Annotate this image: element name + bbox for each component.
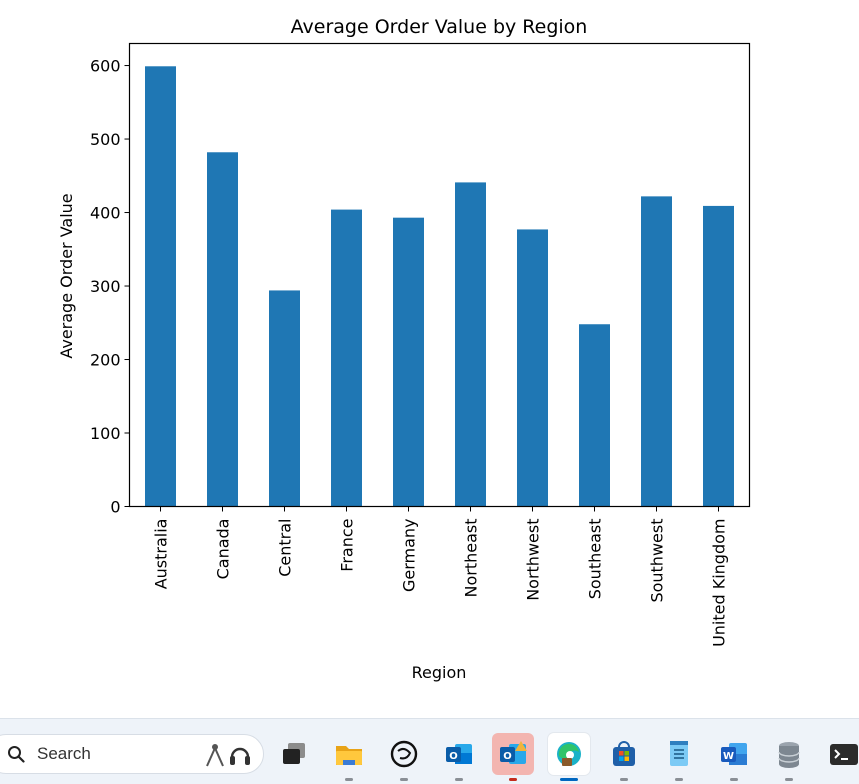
taskbar-app-terminal[interactable]	[822, 733, 859, 775]
taskbar-app-word[interactable]: W	[713, 733, 755, 781]
terminal-icon	[830, 744, 858, 765]
bar-southeast	[579, 324, 610, 507]
running-indicator	[675, 778, 683, 781]
active-indicator	[560, 778, 578, 781]
taskbar-app-outlook-classic[interactable]: O	[492, 733, 534, 781]
x-tick-label: United Kingdom	[710, 519, 729, 647]
running-indicator	[400, 778, 408, 781]
y-tick-label: 500	[90, 130, 121, 149]
bar-northeast	[455, 182, 486, 507]
svg-text:O: O	[503, 751, 512, 762]
notepad-icon	[670, 741, 688, 766]
running-indicator	[509, 778, 517, 781]
taskbar-app-chatgpt[interactable]	[383, 733, 425, 781]
bar-france	[331, 209, 362, 507]
running-indicator	[455, 778, 463, 781]
x-tick-label: Australia	[152, 519, 171, 590]
edge-icon	[557, 742, 581, 766]
bar-united-kingdom	[703, 205, 734, 507]
bars-group	[145, 66, 734, 507]
bar-chart: Average Order Value by Region 0 100 200 300…	[57, 16, 751, 682]
search-label: Search	[37, 744, 91, 763]
svg-text:O: O	[449, 751, 458, 762]
word-icon: W	[721, 743, 747, 765]
task-view-icon	[283, 743, 305, 764]
taskbar-app-outlook[interactable]: O	[438, 733, 480, 781]
taskbar-app-notepad[interactable]	[658, 733, 700, 781]
taskbar-app-file-explorer[interactable]	[328, 733, 370, 781]
y-tick-label: 0	[110, 498, 120, 517]
taskbar-app-task-view[interactable]	[273, 733, 315, 775]
running-indicator	[785, 778, 793, 781]
y-tick-label: 400	[90, 204, 121, 223]
taskbar-search-box[interactable]: Search	[0, 734, 264, 774]
taskbar: Search	[0, 718, 859, 784]
chart-area: Average Order Value by Region 0 100 200 300…	[57, 16, 751, 682]
folder-icon	[336, 746, 362, 765]
bar-southwest	[641, 196, 672, 507]
taskbar-app-database[interactable]	[768, 733, 810, 781]
outlook-icon: O	[446, 744, 472, 764]
y-tick-label: 600	[90, 57, 121, 76]
running-indicator	[620, 778, 628, 781]
bar-northwest	[517, 229, 548, 507]
x-tick-label: Central	[276, 519, 295, 577]
bar-germany	[393, 217, 424, 507]
chart-title: Average Order Value by Region	[291, 16, 588, 38]
x-tick-label: Germany	[400, 519, 419, 593]
database-icon	[778, 742, 800, 768]
x-tick-label: Canada	[214, 519, 233, 580]
store-icon	[613, 741, 635, 766]
running-indicator	[730, 778, 738, 781]
y-axis: 0 100 200 300 400 500 600	[90, 57, 130, 517]
y-tick-label: 200	[90, 351, 121, 370]
y-tick-label: 100	[90, 424, 121, 443]
bar-central	[269, 290, 300, 507]
x-tick-label: Southwest	[648, 519, 667, 603]
x-tick-label: Southeast	[586, 519, 605, 600]
y-axis-label: Average Order Value	[57, 193, 76, 358]
chatgpt-icon	[390, 740, 418, 768]
bar-canada	[207, 152, 238, 507]
search-icon	[8, 746, 25, 763]
taskbar-app-store[interactable]	[603, 733, 645, 781]
running-indicator	[345, 778, 353, 781]
x-axis-label: Region	[412, 663, 467, 682]
x-axis: Australia Canada Central France Germany North…	[152, 506, 729, 647]
plot-frame	[128, 42, 751, 508]
x-tick-label: Northwest	[524, 519, 543, 601]
outlook-classic-icon: O	[500, 741, 527, 764]
search-highlight-icon	[206, 744, 250, 767]
taskbar-app-edge[interactable]	[548, 733, 590, 781]
bar-australia	[145, 66, 176, 507]
y-tick-label: 300	[90, 277, 121, 296]
x-tick-label: Northeast	[462, 519, 481, 598]
svg-text:W: W	[723, 751, 734, 762]
x-tick-label: France	[338, 519, 357, 572]
